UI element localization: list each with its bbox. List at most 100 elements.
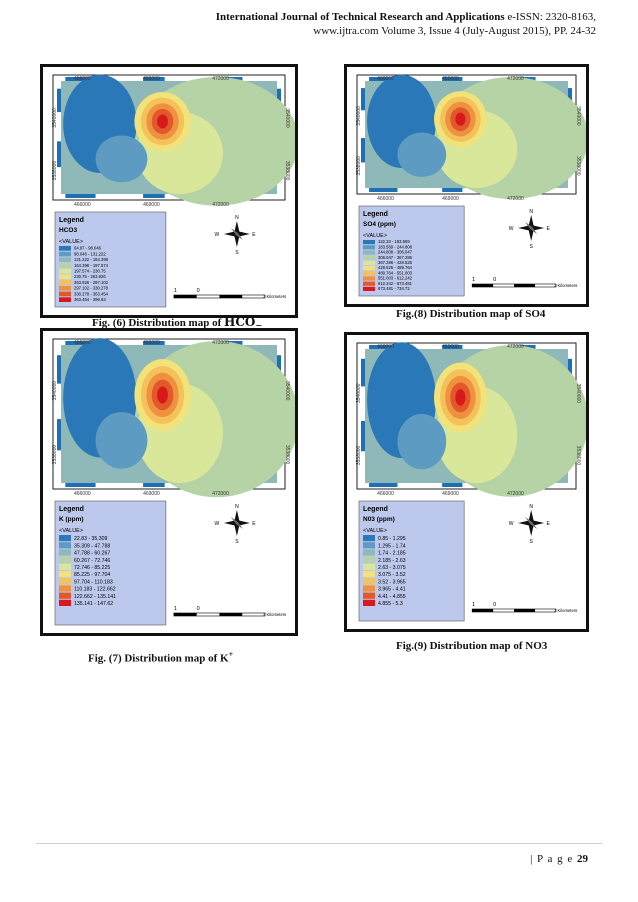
x-tick-label-top: 472000 bbox=[507, 76, 524, 82]
legend-swatch bbox=[59, 291, 71, 297]
legend-swatch bbox=[363, 250, 375, 255]
border-tick bbox=[369, 188, 398, 192]
scale-label-zero: 0 bbox=[493, 602, 496, 608]
scale-bar-segment bbox=[514, 284, 536, 287]
scale-label-end: 3 Kilometers bbox=[263, 294, 286, 299]
y-tick-label-left: 3538000 bbox=[356, 156, 362, 176]
legend-class-label: 197.574 - 230.75 bbox=[74, 269, 106, 274]
border-tick bbox=[361, 88, 365, 111]
compass-e-label: E bbox=[252, 232, 256, 238]
compass-n-label: N bbox=[529, 209, 533, 215]
border-tick bbox=[361, 420, 365, 452]
border-tick bbox=[442, 188, 463, 192]
caption-text: Fig. (7) Distribution map of K bbox=[88, 652, 229, 665]
figure-9-caption: Fig.(9) Distribution map of NO3 bbox=[396, 640, 548, 652]
legend-swatch bbox=[363, 556, 375, 563]
figure-9-map: 466000 466000 469000 469000 472000 472000 3540… bbox=[344, 332, 589, 632]
compass-star bbox=[230, 228, 243, 240]
x-tick-label-top: 469000 bbox=[442, 76, 459, 82]
legend-title: Legend bbox=[59, 506, 84, 513]
legend-swatch bbox=[59, 578, 71, 585]
legend-background bbox=[54, 211, 167, 308]
x-tick-label-top: 466000 bbox=[377, 344, 394, 350]
legend-swatch bbox=[59, 585, 71, 592]
compass-n-label: N bbox=[235, 504, 239, 510]
legend-swatch bbox=[59, 285, 71, 291]
hotspot-contour bbox=[157, 114, 168, 129]
legend-swatch bbox=[59, 268, 71, 274]
legend-layer: SO4 (ppm) bbox=[363, 221, 396, 228]
scale-label-start: 1 bbox=[174, 288, 177, 294]
compass-star bbox=[525, 517, 538, 529]
y-tick-label-left: 3538000 bbox=[52, 445, 58, 465]
x-tick-label-bottom: 469000 bbox=[442, 491, 459, 497]
legend-swatch bbox=[363, 592, 375, 599]
legend-swatch bbox=[59, 549, 71, 556]
figure-6-caption: Fig. (6) Distribution map of HCO−3 bbox=[92, 315, 263, 342]
footer-rule bbox=[36, 843, 602, 844]
scale-bar-segment bbox=[219, 613, 243, 616]
scale-bar: 1 0 3 Kilometers bbox=[471, 602, 577, 613]
legend-swatch bbox=[59, 535, 71, 542]
x-tick-label-bottom: 472000 bbox=[212, 202, 229, 208]
legend-swatch bbox=[59, 280, 71, 285]
legend-swatch bbox=[59, 556, 71, 563]
formula-sup: − bbox=[255, 320, 263, 330]
legend-class-label: 551.003 - 612.242 bbox=[378, 276, 413, 281]
y-tick-label-left: 3538000 bbox=[52, 161, 58, 181]
legend-swatch bbox=[59, 297, 71, 302]
border-tick bbox=[369, 483, 398, 487]
compass-n-label: N bbox=[529, 504, 533, 510]
legend-swatch bbox=[59, 542, 71, 549]
legend-swatch bbox=[59, 257, 71, 263]
legend-swatch bbox=[363, 599, 375, 606]
scale-bar-segment bbox=[472, 284, 494, 287]
legend-swatch bbox=[363, 271, 375, 276]
distribution-map-fig8: 466000 466000 469000 469000 472000 472000 3540… bbox=[356, 74, 589, 297]
y-tick-label-right: 3538000 bbox=[284, 161, 290, 181]
border-tick bbox=[143, 194, 165, 198]
border-tick bbox=[57, 88, 61, 113]
figure-7-map: 466000 466000 469000 469000 472000 472000 3540… bbox=[40, 328, 299, 636]
legend-class-label: 1.74 - 2.185 bbox=[378, 551, 406, 557]
legend-class-label: 60.267 - 72.746 bbox=[74, 558, 110, 564]
x-tick-label-bottom: 469000 bbox=[143, 491, 160, 497]
legend-class-label: 263.926 - 297.102 bbox=[74, 280, 109, 285]
legend-value-label: <VALUE> bbox=[59, 528, 83, 534]
x-tick-label-bottom: 472000 bbox=[507, 491, 524, 497]
north-arrow-icon: N S E W bbox=[215, 215, 257, 256]
legend-class-label: 1.295 - 1.74 bbox=[378, 543, 406, 549]
x-tick-label-bottom: 472000 bbox=[507, 196, 524, 202]
border-tick bbox=[143, 77, 165, 81]
legend-class-label: 35.309 - 47.788 bbox=[74, 543, 110, 549]
north-arrow-icon: N S E W bbox=[509, 209, 551, 250]
legend-class-label: 3.52 - 3.965 bbox=[378, 579, 406, 585]
compass-e-label: E bbox=[547, 226, 551, 232]
x-tick-label-top: 472000 bbox=[212, 340, 229, 346]
legend-class-label: 72.746 - 85.225 bbox=[74, 565, 110, 571]
legend-background bbox=[358, 205, 465, 297]
border-tick bbox=[442, 345, 463, 349]
legend-value-label: <VALUE> bbox=[363, 528, 387, 534]
legend-panel: Legend N03 (ppm) <VALUE> 0.85 - 1.2951.295 … bbox=[358, 500, 465, 622]
legend-class-label: 164.398 - 197.574 bbox=[74, 263, 109, 268]
x-tick-label-bottom: 472000 bbox=[212, 491, 229, 497]
compass-s-label: S bbox=[530, 244, 534, 250]
legend-swatch bbox=[363, 549, 375, 556]
legend-class-label: 3.075 - 3.52 bbox=[378, 572, 406, 578]
distribution-map-fig9: 466000 466000 469000 469000 472000 472000 3540… bbox=[356, 342, 589, 622]
legend-class-label: 428.525 - 489.764 bbox=[378, 265, 413, 270]
legend-class-label: 110.183 - 122.662 bbox=[74, 587, 116, 593]
figure-7-caption: Fig. (7) Distribution map of K+ bbox=[88, 650, 233, 665]
legend-swatch bbox=[363, 245, 375, 250]
legend-swatch bbox=[363, 255, 375, 260]
legend-panel: Legend SO4 (ppm) <VALUE>122.33 - 183.56918… bbox=[358, 205, 465, 297]
scale-bar: 1 0 3 Kilometers bbox=[173, 288, 286, 299]
compass-w-label: W bbox=[215, 232, 220, 238]
compass-w-label: W bbox=[215, 521, 220, 527]
legend-background bbox=[358, 500, 465, 622]
legend-swatch bbox=[59, 263, 71, 268]
y-tick-label-left: 3540000 bbox=[52, 381, 58, 401]
legend-class-label: 4.41 - 4.855 bbox=[378, 594, 406, 600]
